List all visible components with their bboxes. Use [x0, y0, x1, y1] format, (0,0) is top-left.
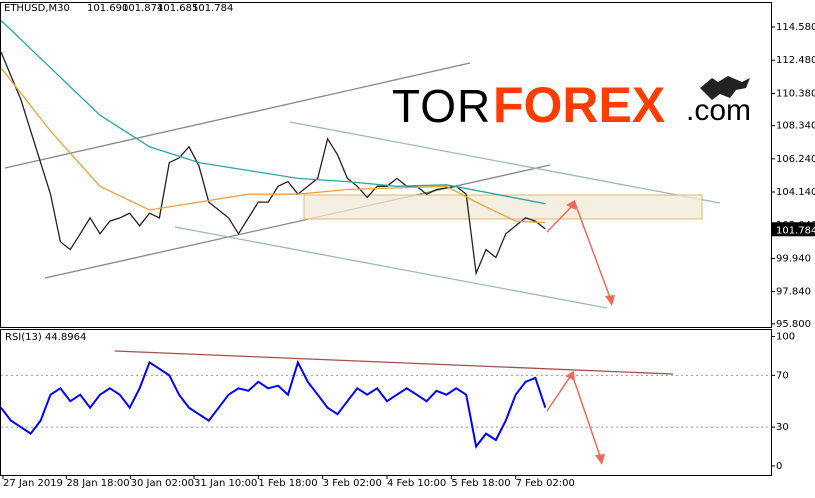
x-tick-label: 4 Feb 10:00: [387, 478, 446, 489]
x-tick-label: 1 Feb 18:00: [258, 478, 317, 489]
series-line: [0, 67, 546, 224]
arrow-head: [565, 371, 575, 381]
x-tick-label: 28 Jan 18:00: [66, 478, 129, 489]
y-tick-label: 112.480: [776, 55, 815, 66]
logo-bull: [700, 76, 750, 100]
y-tick-label: 108.340: [776, 121, 815, 132]
channel-line: [174, 226, 608, 309]
y-tick-label: 0: [776, 461, 782, 472]
series-line: [0, 359, 547, 449]
logo-com: .com: [686, 94, 751, 127]
arrow-head: [566, 200, 576, 210]
y-tick-label: 95.800: [776, 319, 811, 330]
rsi-title: RSI(13) 44.8964: [5, 332, 86, 343]
y-tick-label: 110.380: [776, 88, 815, 99]
header: ETHUSD,M30 101.690 101.874 101.685 101.7…: [4, 3, 233, 14]
price-panel: [0, 2, 772, 328]
arrow-head: [595, 454, 605, 465]
y-tick-label: 70: [776, 370, 789, 381]
x-tick-label: 31 Jan 10:00: [194, 478, 257, 489]
rsi-panel: [0, 329, 772, 476]
symbol: ETHUSD,M30: [4, 3, 70, 14]
trend-line: [4, 62, 471, 169]
series-line: [0, 19, 546, 205]
x-tick-label: 30 Jan 02:00: [131, 478, 194, 489]
y-tick-label: 114.580: [776, 22, 815, 33]
logo-tor: TOR: [392, 80, 491, 132]
y-tick-label: 106.240: [776, 154, 815, 165]
low: 101.685: [157, 3, 198, 14]
y-tick-label: 97.840: [776, 287, 811, 298]
x-tick-label: 27 Jan 2019: [3, 478, 63, 489]
x-tick-label: 3 Feb 02:00: [323, 478, 382, 489]
last-price-label: 101.784: [776, 225, 815, 236]
x-tick-label: 5 Feb 18:00: [451, 478, 510, 489]
y-tick-label: 99.940: [776, 253, 811, 264]
open: 101.690: [87, 3, 128, 14]
logo-forex: FOREX: [493, 77, 665, 133]
y-tick-label: 104.140: [776, 187, 815, 198]
high: 101.874: [122, 3, 163, 14]
last-price-box: [771, 222, 815, 237]
rsi-trend-line: [114, 350, 674, 375]
close: 101.784: [192, 3, 233, 14]
trend-line: [44, 164, 551, 279]
arrow-head: [605, 295, 615, 306]
y-tick-label: 100: [776, 331, 795, 342]
y-tick-label: 30: [776, 422, 789, 433]
channel-line: [289, 121, 721, 204]
x-tick-label: 7 Feb 02:00: [516, 478, 575, 489]
